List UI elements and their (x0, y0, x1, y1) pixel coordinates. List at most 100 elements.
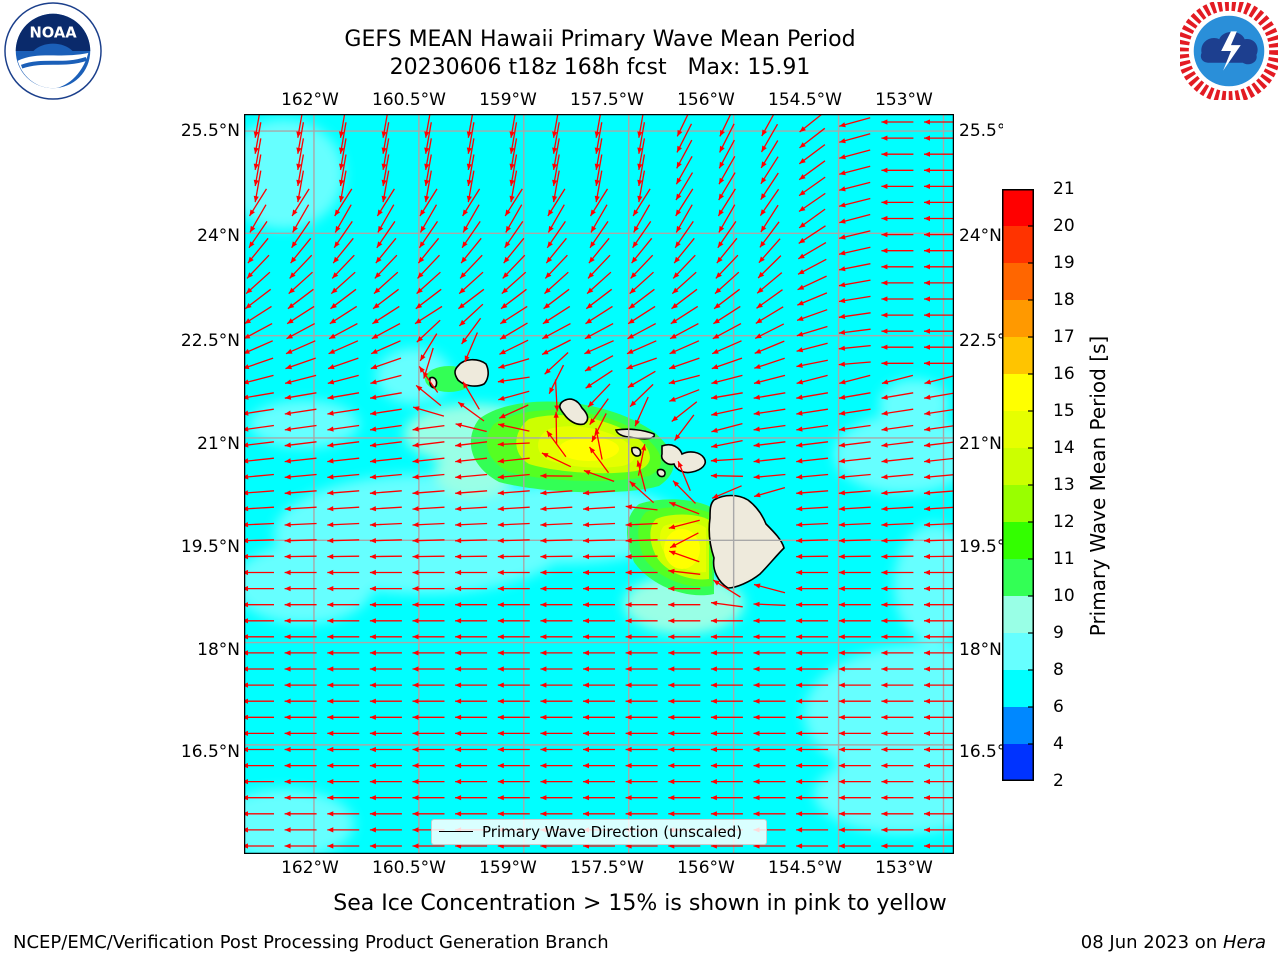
wave-direction-arrow (369, 795, 402, 801)
wave-direction-arrow (669, 501, 700, 515)
wave-direction-arrow (327, 473, 360, 480)
wave-direction-arrow (710, 473, 743, 479)
wave-direction-arrow (838, 361, 871, 367)
wave-direction-arrow (497, 746, 530, 753)
wave-direction-arrow (760, 140, 779, 169)
wave-direction-arrow (583, 634, 615, 640)
wave-direction-arrow (838, 843, 871, 849)
wave-direction-arrow (760, 172, 779, 201)
wave-direction-arrow (881, 795, 914, 801)
wave-direction-arrow (711, 340, 742, 355)
wave-direction-arrow (839, 117, 871, 128)
wave-direction-arrow (497, 634, 530, 640)
wave-direction-arrow (284, 714, 317, 720)
wave-direction-arrow (924, 714, 954, 720)
wave-direction-arrow (627, 370, 656, 389)
wave-direction-arrow (627, 323, 657, 340)
wave-direction-arrow (881, 586, 914, 592)
wave-direction-arrow (583, 746, 615, 753)
wave-direction-arrow (284, 666, 317, 672)
wave-direction-arrow (672, 480, 696, 504)
wave-direction-arrow (327, 490, 360, 496)
wave-direction-arrow (547, 204, 565, 233)
wave-direction-arrow (327, 554, 360, 560)
wave-direction-arrow (497, 650, 530, 656)
wave-direction-arrow (838, 795, 871, 801)
wave-direction-arrow (838, 328, 871, 335)
map-gridlines (244, 114, 954, 854)
wave-direction-arrow (881, 746, 914, 753)
wave-direction-arrow (499, 322, 528, 340)
wave-direction-arrow (923, 538, 954, 544)
colorbar-tick-label: 16 (1053, 364, 1075, 384)
wave-direction-arrow (502, 254, 526, 279)
wave-direction-arrow (509, 138, 518, 171)
wave-direction-arrow (376, 221, 396, 249)
wave-direction-arrow (798, 160, 826, 181)
wave-direction-arrow (881, 248, 914, 254)
wave-direction-arrow (628, 288, 655, 310)
wave-direction-arrow (760, 123, 779, 153)
wave-direction-arrow (629, 271, 654, 295)
wave-direction-arrow (369, 827, 402, 833)
wave-direction-arrow (881, 264, 914, 270)
wave-direction-arrow (334, 188, 353, 217)
wave-direction-arrow (924, 425, 954, 432)
wave-direction-arrow (671, 401, 698, 423)
wave-direction-arrow (881, 538, 914, 544)
wave-direction-arrow (924, 602, 954, 608)
chart-title-line-2: 20230606 t18z 168h fcst Max: 15.91 (389, 55, 811, 80)
wave-direction-arrow (924, 312, 954, 318)
wave-direction-arrow (668, 779, 701, 785)
wave-direction-arrow (710, 763, 743, 769)
wave-direction-arrow (285, 357, 316, 370)
wave-direction-arrow (497, 376, 530, 384)
wave-direction-arrow (677, 460, 691, 492)
wave-direction-arrow (594, 427, 603, 460)
wave-direction-arrow (881, 843, 914, 849)
wave-direction-arrow (412, 843, 445, 849)
wave-direction-arrow (455, 682, 488, 688)
wave-direction-arrow (369, 698, 402, 704)
wave-direction-arrow (497, 554, 530, 560)
island-kahoolawe (656, 468, 666, 478)
wave-direction-arrow (509, 114, 516, 138)
colorbar-swatch (1002, 448, 1034, 486)
wave-direction-arrow (588, 237, 610, 264)
wave-direction-arrow (327, 698, 360, 704)
wave-direction-arrow (412, 441, 445, 448)
wave-direction-arrow (668, 714, 701, 720)
wave-direction-arrow (461, 317, 482, 345)
wave-direction-arrow (924, 569, 954, 576)
wave-direction-arrow (761, 114, 775, 137)
lon-tick-label-bottom: 153°W (875, 858, 933, 878)
wave-direction-arrow (713, 305, 741, 325)
wave-direction-arrow (586, 271, 612, 295)
wave-direction-arrow (412, 586, 445, 592)
wave-direction-arrow (369, 666, 402, 672)
wave-direction-arrow (625, 682, 658, 688)
wave-direction-arrow (753, 746, 786, 753)
wave-direction-arrow (924, 474, 954, 480)
wave-direction-arrow (455, 746, 488, 753)
wave-direction-arrow (583, 602, 615, 608)
wave-direction-arrow (710, 795, 743, 801)
wave-direction-arrow (924, 779, 954, 785)
wave-direction-arrow (796, 811, 829, 817)
wave-direction-arrow (881, 457, 914, 464)
wave-period-map[interactable] (244, 114, 954, 854)
colorbar-tick-label: 15 (1053, 401, 1075, 421)
wave-direction-arrow (838, 408, 871, 416)
wave-direction-arrow (583, 682, 615, 688)
wave-direction-arrow (497, 730, 530, 736)
wave-direction-arrow (584, 323, 614, 340)
wave-direction-arrow (625, 811, 658, 817)
wave-direction-arrow (753, 779, 786, 785)
wave-direction-arrow (287, 288, 314, 310)
wave-direction-arrow (881, 811, 914, 817)
wave-direction-arrow (881, 634, 914, 640)
wave-direction-arrow (675, 204, 693, 233)
wave-direction-arrow (284, 682, 317, 688)
wave-direction-arrow (589, 398, 609, 425)
colorbar-tick-label: 18 (1053, 290, 1075, 310)
